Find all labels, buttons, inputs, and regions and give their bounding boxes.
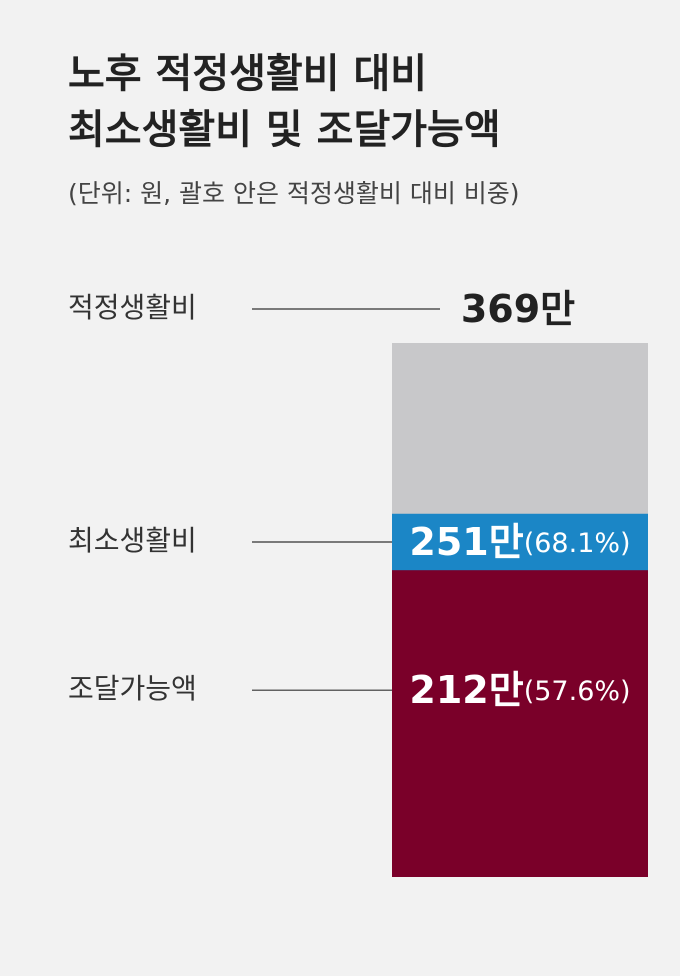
subtitle: (단위: 원, 괄호 안은 적정생활비 대비 비중): [68, 179, 520, 208]
value-text: 251만: [409, 519, 523, 563]
value-text: 212만: [409, 668, 523, 712]
title-line: 최소생활비 및 조달가능액: [68, 107, 501, 153]
category-label: 적정생활비: [68, 291, 197, 324]
category-label: 조달가능액: [68, 672, 197, 705]
share-text: (68.1%): [524, 527, 631, 558]
bar: [392, 570, 648, 877]
category-label: 최소생활비: [68, 524, 197, 557]
value-text: 369만: [461, 287, 575, 331]
share-text: (57.6%): [524, 676, 631, 707]
title-line: 노후 적정생활비 대비: [68, 51, 427, 97]
value-label: 369만: [461, 287, 575, 331]
value-label: 251만(68.1%): [409, 519, 630, 563]
value-label: 212만(57.6%): [409, 668, 630, 712]
